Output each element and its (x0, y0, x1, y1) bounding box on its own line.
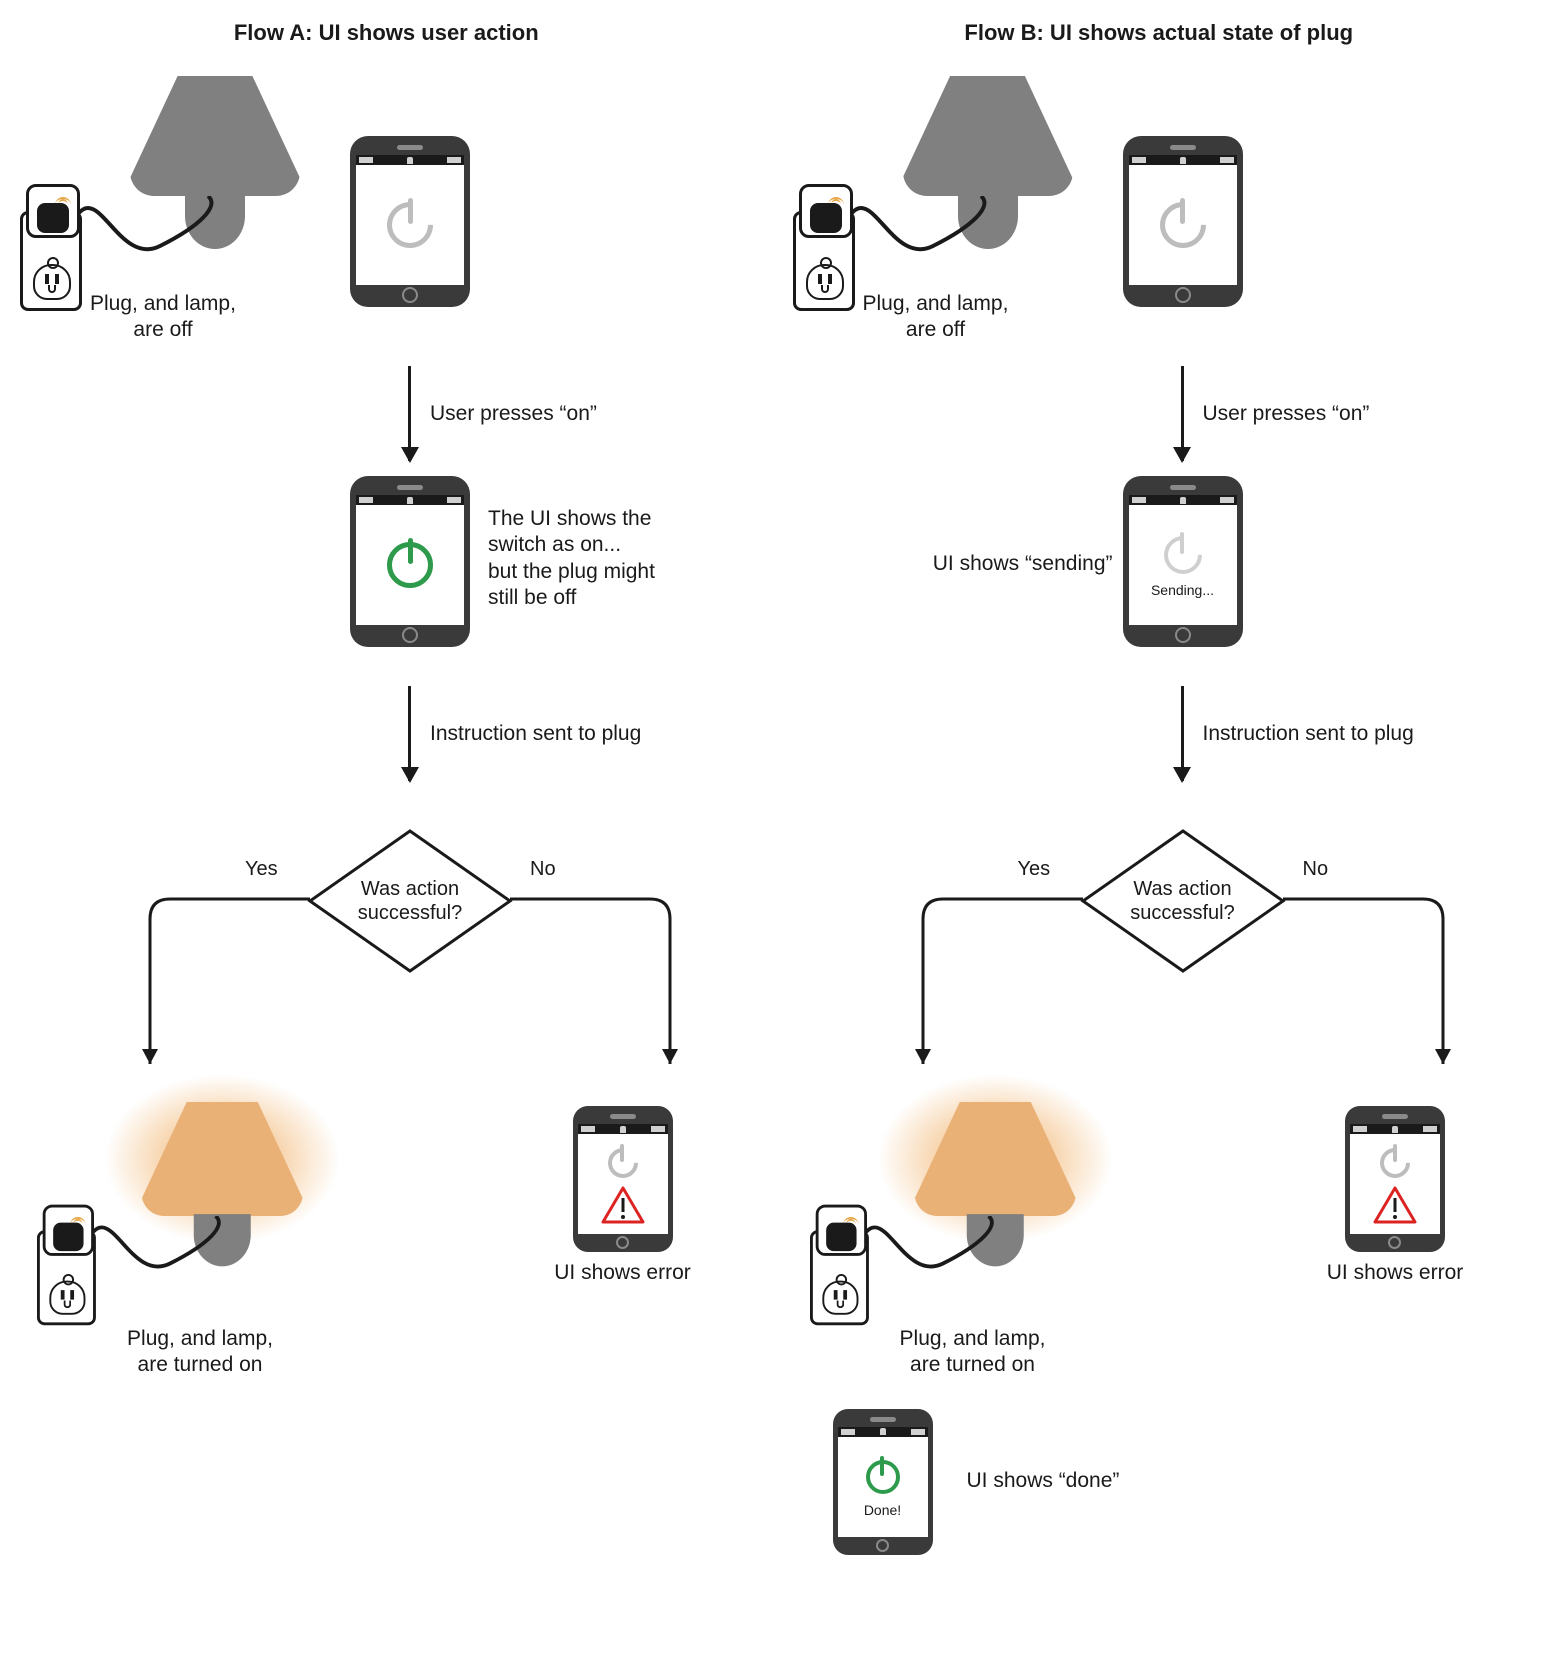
flow-b-phone1 (1123, 136, 1243, 307)
outlet-socket-icon (806, 264, 844, 300)
lamp-plug-off-a (20, 76, 300, 316)
flow-b-done-caption: UI shows “done” (967, 1468, 1120, 1494)
phone-done-icon: Done! (833, 1409, 933, 1555)
flow-b: Flow B: UI shows actual state of plug Pl… (793, 20, 1526, 1555)
flow-a-arrow1: User presses “on” (20, 366, 753, 476)
flow-b-arrow2-label: Instruction sent to plug (1203, 721, 1414, 747)
flow-a-stage2: The UI shows theswitch as on...but the p… (20, 476, 753, 676)
flow-b-stage1-caption: Plug, and lamp,are off (863, 291, 1009, 344)
power-icon (862, 1456, 904, 1498)
lamp-shade-icon (130, 76, 300, 196)
flow-b-outcomes: Plug, and lamp,are turned on UI shows er… (793, 1106, 1526, 1379)
phone-icon: Sending... (1123, 476, 1243, 647)
flow-a-stage1-caption: Plug, and lamp,are off (90, 291, 236, 344)
plug-knob-icon (37, 203, 69, 233)
smart-plug-icon (799, 184, 853, 238)
plug-knob-icon (810, 203, 842, 233)
power-icon (383, 198, 437, 252)
flow-b-arrow2: Instruction sent to plug (793, 686, 1526, 796)
yes-connector-icon (150, 899, 320, 1079)
lamp-base-icon (958, 194, 1018, 249)
flow-b-arrow1: User presses “on” (793, 366, 1526, 476)
flow-b-yes-caption: Plug, and lamp,are turned on (853, 1326, 1093, 1379)
phone-icon (350, 136, 470, 307)
flow-a-outcomes: Plug, and lamp,are turned on UI shows er… (20, 1106, 753, 1379)
flow-a-yes-caption: Plug, and lamp,are turned on (80, 1326, 320, 1379)
flow-b-no-caption: UI shows error (1295, 1260, 1495, 1286)
power-icon (1156, 198, 1210, 252)
lamp-plug-on-a (37, 1102, 303, 1330)
no-connector-icon (1283, 899, 1453, 1079)
flow-b-outcome-no: UI shows error (1295, 1106, 1495, 1286)
lamp-shade-icon (903, 76, 1073, 196)
flow-a-phone2 (350, 476, 470, 647)
phone-sending-label: Sending... (1151, 582, 1214, 598)
flow-b-arrow1-label: User presses “on” (1203, 401, 1370, 427)
power-icon (604, 1144, 642, 1182)
text: Plug, and lamp,are off (90, 292, 236, 341)
flow-b-outcome-yes: Plug, and lamp,are turned on (793, 1106, 1093, 1379)
flow-b-title: Flow B: UI shows actual state of plug (793, 20, 1526, 46)
plug-knob-icon (826, 1223, 856, 1252)
outlet-socket-icon (33, 264, 71, 300)
yes-connector-icon (923, 899, 1093, 1079)
lamp-base-icon (194, 1214, 251, 1266)
flow-a-decision: Was actionsuccessful? Yes No (20, 806, 753, 996)
flow-a-arrow1-label: User presses “on” (430, 401, 597, 427)
flow-a-outcome-no: UI shows error (523, 1106, 723, 1286)
wifi-icon (826, 189, 846, 203)
flow-b-phone2: Sending... (1123, 476, 1243, 647)
flow-a-arrow2-label: Instruction sent to plug (430, 721, 641, 747)
yes-label: Yes (1018, 858, 1051, 881)
power-icon (1376, 1144, 1414, 1182)
decision-text: Was actionsuccessful? (358, 877, 463, 925)
flow-b-stage2-caption: UI shows “sending” (913, 551, 1113, 577)
decision-text: Was actionsuccessful? (1130, 877, 1235, 925)
no-label: No (1303, 858, 1329, 881)
phone-icon (350, 476, 470, 647)
power-icon (383, 538, 437, 592)
phone-done-label: Done! (864, 1502, 901, 1518)
flow-b-stage2: UI shows “sending” Sending... (793, 476, 1526, 676)
lamp-plug-on-b (810, 1102, 1076, 1330)
wifi-icon (53, 189, 73, 203)
flow-a-phone1 (350, 136, 470, 307)
warning-icon (601, 1186, 645, 1224)
warning-icon (1373, 1186, 1417, 1224)
outlet-socket-icon (49, 1281, 85, 1315)
flow-a-title: Flow A: UI shows user action (20, 20, 753, 46)
lamp-plug-off-b (793, 76, 1073, 316)
flow-b-stage1: Plug, and lamp,are off (793, 76, 1526, 356)
smart-plug-icon (43, 1205, 94, 1256)
flow-a-stage1: Plug, and lamp,are off (20, 76, 753, 356)
wifi-icon (841, 1209, 860, 1222)
text: The UI shows theswitch as on...but the p… (488, 507, 655, 609)
flow-a: Flow A: UI shows user action Plug, and l… (20, 20, 753, 1555)
outlet-socket-icon (822, 1281, 858, 1315)
yes-label: Yes (245, 858, 278, 881)
flow-a-arrow2: Instruction sent to plug (20, 686, 753, 796)
plug-knob-icon (53, 1223, 83, 1252)
flow-b-done: Done! UI shows “done” (833, 1409, 1526, 1555)
lamp-base-icon (185, 194, 245, 249)
phone-error-icon (1345, 1106, 1445, 1252)
flow-b-decision: Was actionsuccessful? Yes No (793, 806, 1526, 996)
power-icon (1160, 532, 1206, 578)
no-connector-icon (510, 899, 680, 1079)
flow-a-outcome-yes: Plug, and lamp,are turned on (20, 1106, 320, 1379)
phone-error-icon (573, 1106, 673, 1252)
no-label: No (530, 858, 556, 881)
smart-plug-icon (26, 184, 80, 238)
phone-icon (1123, 136, 1243, 307)
diagram-root: Flow A: UI shows user action Plug, and l… (20, 20, 1525, 1555)
lamp-base-icon (966, 1214, 1023, 1266)
flow-a-no-caption: UI shows error (523, 1260, 723, 1286)
flow-a-stage2-caption: The UI shows theswitch as on...but the p… (488, 506, 718, 611)
wifi-icon (68, 1209, 87, 1222)
smart-plug-icon (815, 1205, 866, 1256)
